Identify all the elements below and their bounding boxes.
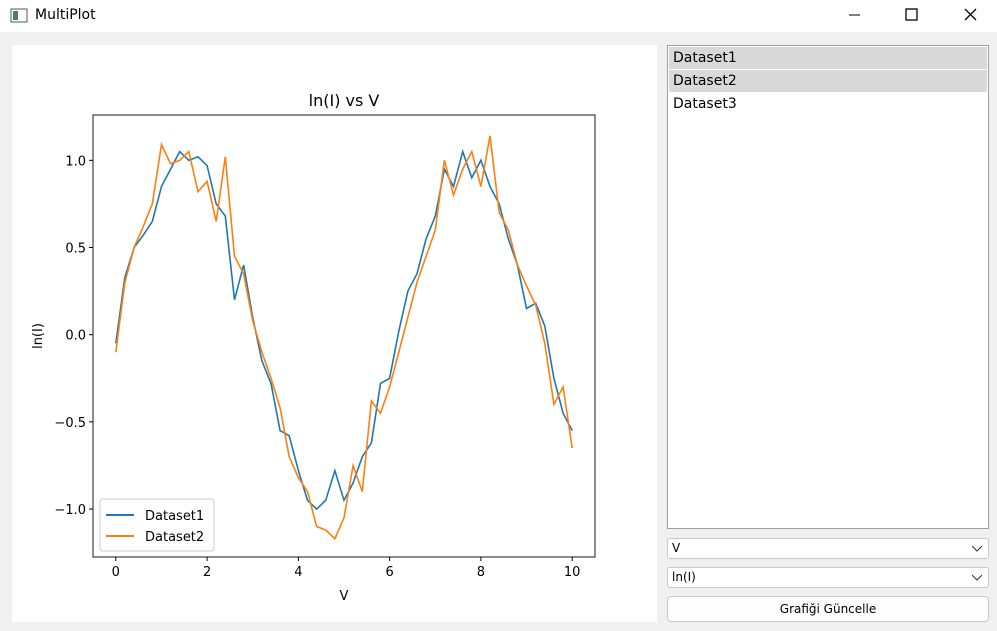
legend-label: Dataset2 <box>145 530 204 545</box>
series-line <box>115 135 573 541</box>
y-tick-label: 1.0 <box>65 154 86 169</box>
x-axis-select[interactable]: V <box>667 538 989 559</box>
y-tick-label: −0.5 <box>54 416 86 431</box>
legend-label: Dataset1 <box>145 509 204 524</box>
title-bar: MultiPlot <box>0 0 997 32</box>
dataset-item[interactable]: Dataset1 <box>669 47 987 69</box>
x-tick-label: 10 <box>564 565 581 580</box>
x-tick-label: 2 <box>203 565 211 580</box>
y-axis-value: ln(I) <box>672 570 696 584</box>
app-icon <box>10 8 28 23</box>
dataset-list[interactable]: Dataset1 Dataset2 Dataset3 <box>667 45 989 529</box>
plot-frame <box>92 114 596 558</box>
series-line <box>115 148 573 511</box>
chart: ln(I) vs V Vln(I) 0 2 4 6 8 10 −1.0 −0.5 0.0 0.5 1.0… <box>31 91 596 604</box>
x-tick-label: 0 <box>112 565 120 580</box>
update-button[interactable]: Grafiği Güncelle <box>667 596 989 622</box>
dataset-item[interactable]: Dataset2 <box>669 70 987 92</box>
window-controls[interactable] <box>840 0 997 32</box>
window-title: MultiPlot <box>35 7 96 23</box>
legend-box <box>99 498 215 552</box>
x-axis-value: V <box>672 541 681 555</box>
y-axis-select[interactable]: ln(I) <box>667 567 989 588</box>
y-tick-label: −1.0 <box>54 503 86 518</box>
x-tick-label: 8 <box>477 565 485 580</box>
y-tick-label: 0.5 <box>65 242 86 257</box>
chart-title: ln(I) vs V <box>309 91 380 110</box>
dataset-item[interactable]: Dataset3 <box>673 96 737 112</box>
x-tick-label: 6 <box>385 565 393 580</box>
x-axis-label: V <box>340 589 349 604</box>
x-tick-label: 4 <box>294 565 302 580</box>
y-tick-label: 0.0 <box>65 329 86 344</box>
y-axis-label: ln(I) <box>31 323 46 349</box>
